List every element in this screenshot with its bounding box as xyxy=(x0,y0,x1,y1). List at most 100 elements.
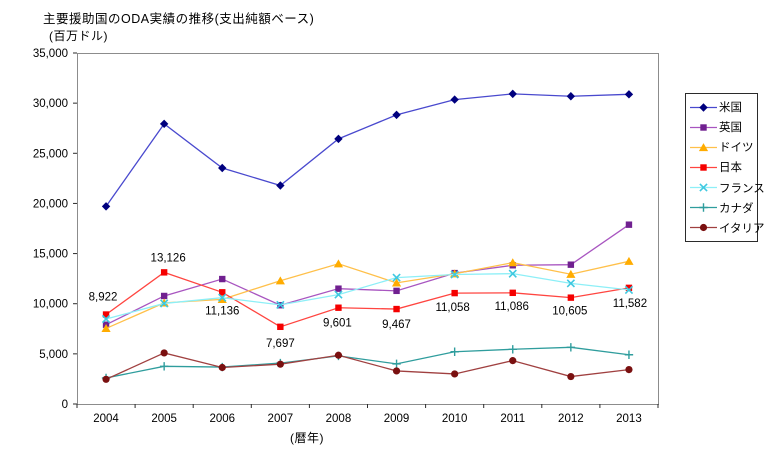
diamond-marker-icon xyxy=(566,92,576,101)
data-label-japan-2005: 13,126 xyxy=(151,252,186,264)
y-tick-label: 15,000 xyxy=(33,249,68,261)
diamond-marker-icon xyxy=(392,110,401,120)
circle-marker-icon xyxy=(567,372,575,381)
plus-marker-icon xyxy=(508,345,517,354)
x-marker-icon xyxy=(450,270,459,279)
x-tick-label: 2005 xyxy=(151,413,177,425)
series-france xyxy=(101,269,634,324)
legend-label-japan: 日本 xyxy=(719,162,742,175)
square-marker-icon xyxy=(509,289,516,297)
circle-marker-icon xyxy=(334,351,343,359)
square-marker-icon xyxy=(625,221,633,228)
triangle-marker-icon xyxy=(101,324,111,333)
legend: 米国英国ドイツ日本フランスカナダイタリア xyxy=(685,93,765,242)
square-marker-icon xyxy=(700,124,707,131)
square-marker-icon xyxy=(451,289,458,297)
circle-marker-icon xyxy=(509,357,517,365)
series-usa xyxy=(101,89,634,211)
triangle-marker-icon xyxy=(275,276,285,285)
x-tick-label: 2013 xyxy=(616,413,642,425)
square-marker-icon xyxy=(160,292,168,300)
circle-marker-icon xyxy=(451,370,459,378)
legend-entry-canada: カナダ xyxy=(690,200,756,216)
plus-marker-icon xyxy=(699,203,708,212)
legend-label-usa: 米国 xyxy=(719,102,742,115)
plus-marker-icon xyxy=(566,343,576,352)
series-line-canada xyxy=(105,346,630,379)
series-japan xyxy=(102,269,633,331)
data-label-japan-2006: 11,136 xyxy=(205,305,239,317)
square-marker-icon xyxy=(700,164,707,171)
x-marker-icon xyxy=(159,299,169,308)
series-line-france xyxy=(105,273,630,320)
triangle-marker-icon xyxy=(624,256,634,265)
x-marker-icon xyxy=(508,269,517,278)
series-line-japan xyxy=(105,271,630,328)
data-label-japan-2008: 9,601 xyxy=(323,318,352,330)
legend-entry-germany: ドイツ xyxy=(690,139,756,155)
x-marker-icon xyxy=(624,285,634,295)
square-marker-icon xyxy=(219,275,226,283)
plus-marker-icon xyxy=(450,347,459,356)
data-label-japan-2011: 11,086 xyxy=(495,301,529,313)
x-tick-label: 2004 xyxy=(93,413,119,425)
circle-marker-icon xyxy=(218,363,226,372)
diamond-marker-icon xyxy=(450,95,459,104)
y-tick-label: 5,000 xyxy=(39,349,68,361)
square-marker-icon xyxy=(567,294,575,301)
legend-sample-germany xyxy=(690,142,717,151)
x-marker-icon xyxy=(392,273,401,282)
square-marker-icon xyxy=(393,287,400,295)
y-axis-unit-label: (百万ドル) xyxy=(49,29,108,43)
square-marker-icon xyxy=(277,323,284,331)
x-marker-icon xyxy=(566,279,576,288)
x-tick-label: 2010 xyxy=(442,413,468,425)
legend-sample-france xyxy=(690,183,717,192)
circle-marker-icon xyxy=(392,367,401,375)
legend-label-uk: 英国 xyxy=(719,122,742,135)
triangle-marker-icon xyxy=(391,278,402,287)
legend-entry-japan: 日本 xyxy=(690,159,756,175)
series-line-usa xyxy=(105,93,629,207)
diamond-marker-icon xyxy=(101,202,111,211)
circle-marker-icon xyxy=(699,224,708,232)
triangle-marker-icon xyxy=(333,259,344,268)
triangle-marker-icon xyxy=(508,258,518,267)
square-marker-icon xyxy=(219,289,226,296)
series-germany xyxy=(101,256,634,333)
legend-sample-japan xyxy=(690,164,717,171)
x-tick-label: 2011 xyxy=(500,413,525,425)
diamond-marker-icon xyxy=(218,163,227,173)
circle-marker-icon xyxy=(160,349,168,357)
triangle-marker-icon xyxy=(698,142,709,151)
legend-label-germany: ドイツ xyxy=(719,142,754,155)
x-tick-label: 2009 xyxy=(384,413,410,425)
circle-marker-icon xyxy=(102,375,110,383)
legend-entry-uk: 英国 xyxy=(690,119,756,135)
x-marker-icon xyxy=(218,293,227,302)
diamond-marker-icon xyxy=(334,134,343,144)
circle-marker-icon xyxy=(276,360,284,368)
data-label-japan-2012: 10,605 xyxy=(552,306,587,318)
legend-sample-uk xyxy=(690,124,717,131)
diamond-marker-icon xyxy=(624,90,634,99)
diamond-marker-icon xyxy=(699,102,708,112)
plus-marker-icon xyxy=(159,362,169,371)
data-label-japan-2009: 9,467 xyxy=(382,319,411,331)
legend-label-france: フランス xyxy=(719,182,765,195)
diamond-marker-icon xyxy=(508,89,517,99)
x-marker-icon xyxy=(699,183,708,192)
diamond-marker-icon xyxy=(159,119,169,129)
data-label-japan-2007: 7,697 xyxy=(266,338,295,350)
legend-label-italy: イタリア xyxy=(719,222,765,235)
series-line-germany xyxy=(105,260,630,330)
series-italy xyxy=(102,349,633,383)
legend-sample-canada xyxy=(690,203,717,212)
x-tick-label: 2006 xyxy=(209,413,235,425)
x-tick-label: 2008 xyxy=(326,413,352,425)
x-marker-icon xyxy=(276,300,285,310)
triangle-marker-icon xyxy=(566,269,576,278)
y-tick-label: 30,000 xyxy=(33,98,68,110)
